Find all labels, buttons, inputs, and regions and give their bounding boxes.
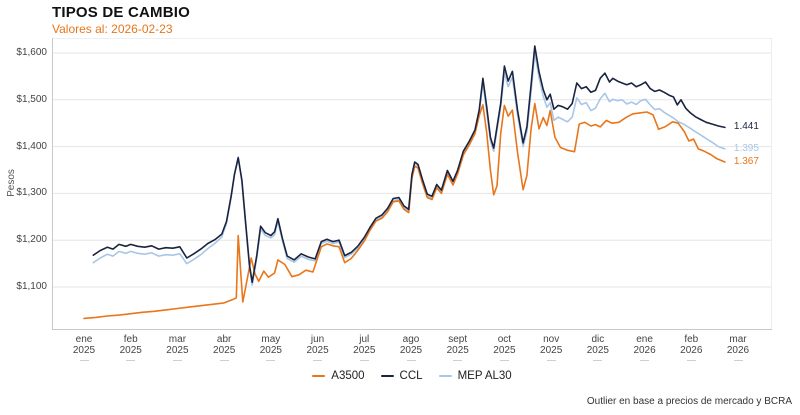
legend-item-ccl: CCL <box>380 370 423 382</box>
x-tick-label: mar 2026 <box>712 334 764 361</box>
chart-svg <box>52 38 772 330</box>
x-tick-label: nov 2025 <box>525 334 577 361</box>
source-note: Outlier en base a precios de mercado y B… <box>586 396 792 407</box>
y-tick-label: $1,400 <box>16 140 47 152</box>
x-tick-mark <box>686 360 696 361</box>
end-label-a3500: 1.367 <box>733 156 759 168</box>
end-label-mep-al30: 1.395 <box>733 142 759 154</box>
chart-subtitle: Valores al: 2026-02-23 <box>52 22 173 36</box>
x-tick-mark <box>453 360 463 361</box>
chart-title: TIPOS DE CAMBIO <box>52 4 191 21</box>
series-line-mep-al30 <box>92 52 726 286</box>
legend-item-mep-al30: MEP AL30 <box>438 370 512 382</box>
x-tick-mark <box>126 360 136 361</box>
x-tick-label: may 2025 <box>245 334 297 361</box>
y-tick-label: $1,300 <box>16 187 47 199</box>
legend-label: A3500 <box>331 370 365 382</box>
x-tick-label: feb 2025 <box>105 334 157 361</box>
x-tick-label: dic 2025 <box>572 334 624 361</box>
series-line-a3500 <box>83 102 726 320</box>
y-axis-title: Pesos <box>6 169 17 197</box>
y-tick-label: $1,500 <box>16 93 47 105</box>
x-tick-mark <box>499 360 509 361</box>
x-tick-label: sept 2025 <box>432 334 484 361</box>
x-tick-label: oct 2025 <box>478 334 530 361</box>
x-tick-label: abr 2025 <box>198 334 250 361</box>
legend-label: CCL <box>399 370 423 382</box>
x-tick-mark <box>313 360 323 361</box>
x-tick-mark <box>266 360 276 361</box>
x-tick-mark <box>406 360 416 361</box>
y-tick-label: $1,600 <box>16 47 47 58</box>
x-tick-mark <box>172 360 182 361</box>
legend-label: MEP AL30 <box>457 370 512 382</box>
legend-swatch-icon <box>312 374 326 378</box>
x-tick-mark <box>640 360 650 361</box>
legend-swatch-icon <box>438 374 452 378</box>
legend-item-a3500: A3500 <box>312 370 365 382</box>
end-label-ccl: 1.441 <box>733 121 759 133</box>
x-tick-mark <box>79 360 89 361</box>
x-tick-label: jul 2025 <box>338 334 390 361</box>
legend-swatch-icon <box>380 374 394 378</box>
x-tick-label: ene 2026 <box>619 334 671 361</box>
series-line-ccl <box>92 45 726 284</box>
x-tick-label: ago 2025 <box>385 334 437 361</box>
x-tick-label: mar 2025 <box>151 334 203 361</box>
y-tick-label: $1,100 <box>16 281 47 292</box>
x-tick-mark <box>593 360 603 361</box>
x-tick-mark <box>219 360 229 361</box>
plot-area <box>52 38 772 338</box>
chart-legend: A3500 CCL MEP AL30 <box>52 370 772 382</box>
x-tick-label: feb 2026 <box>665 334 717 361</box>
x-tick-mark <box>359 360 369 361</box>
x-tick-mark <box>733 360 743 361</box>
y-tick-label: $1,200 <box>16 234 47 246</box>
x-tick-label: jun 2025 <box>292 334 344 361</box>
x-tick-label: ene 2025 <box>58 334 110 361</box>
x-tick-mark <box>546 360 556 361</box>
